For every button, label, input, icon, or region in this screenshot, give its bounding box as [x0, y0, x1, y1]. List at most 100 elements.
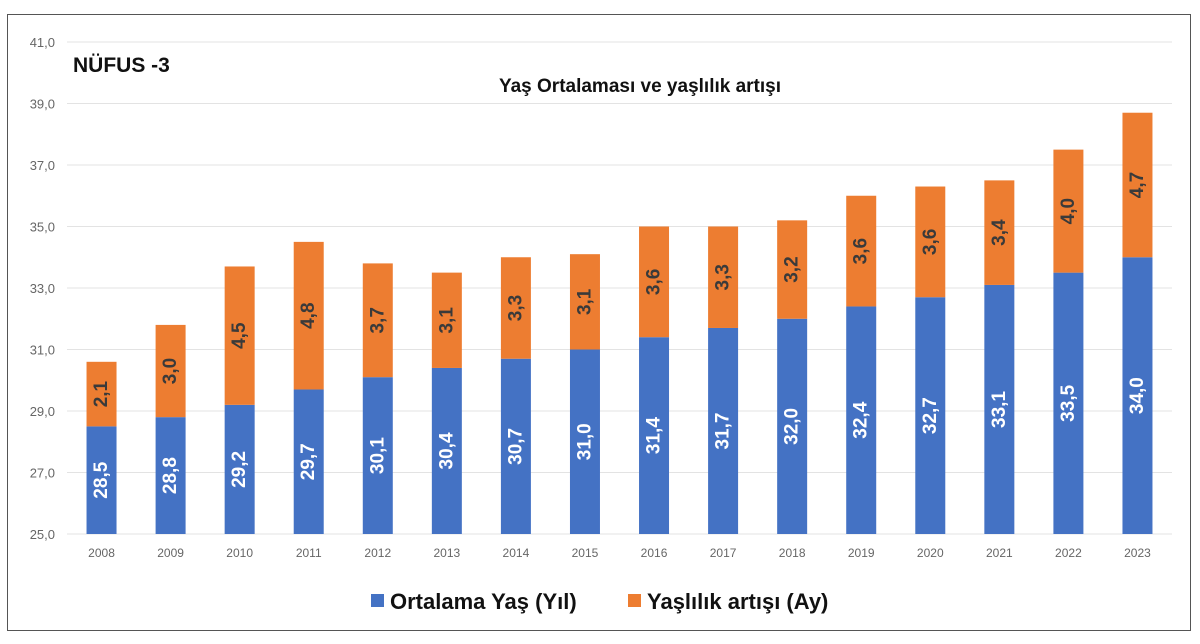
x-tick-label: 2010 [226, 546, 253, 560]
x-tick-label: 2016 [641, 546, 668, 560]
data-label: 3,0 [160, 358, 181, 384]
data-label: 31,0 [574, 423, 595, 460]
legend-swatch-ortalama [371, 594, 384, 607]
bar-yaslilik-artisi [155, 324, 186, 418]
data-label: 3,1 [436, 307, 457, 334]
bar-ortalama-yas [500, 358, 531, 534]
chart-title: Yaş Ortalaması ve yaşlılık artışı [499, 76, 781, 97]
chart-tag: NÜFUS -3 [73, 54, 170, 77]
data-label: 3,6 [644, 269, 665, 295]
y-tick-label: 33,0 [30, 281, 55, 296]
data-label: 32,7 [920, 397, 941, 434]
bar-ortalama-yas [362, 377, 393, 534]
x-tick-label: 2015 [572, 546, 599, 560]
data-label: 4,0 [1058, 198, 1079, 224]
y-axis: 25,0 27,0 29,0 31,0 33,0 35,0 37,0 39,0 41,0 [30, 35, 55, 542]
bar-ortalama-yas [984, 284, 1015, 534]
data-label: 28,8 [160, 457, 181, 494]
bar-yaslilik-artisi [431, 272, 462, 368]
bar-yaslilik-artisi [639, 226, 670, 338]
y-tick-label: 39,0 [30, 97, 55, 112]
x-tick-label: 2019 [848, 546, 875, 560]
bar-ortalama-yas [569, 349, 600, 534]
y-tick-label: 37,0 [30, 158, 55, 173]
bar-ortalama-yas [155, 417, 186, 534]
data-label: 28,5 [91, 461, 112, 498]
bar-ortalama-yas [86, 426, 117, 534]
data-label: 3,1 [574, 288, 595, 315]
x-tick-label: 2011 [296, 546, 322, 560]
x-tick-label: 2009 [157, 546, 184, 560]
x-tick-label: 2008 [88, 546, 115, 560]
bar-ortalama-yas [915, 297, 946, 534]
bar-yaslilik-artisi [846, 195, 877, 307]
data-label: 29,7 [298, 443, 319, 480]
bar-yaslilik-artisi [569, 254, 600, 350]
x-tick-label: 2021 [986, 546, 1013, 560]
bar-ortalama-yas [1053, 272, 1084, 534]
data-label: 3,6 [851, 238, 872, 264]
y-tick-label: 27,0 [30, 466, 55, 481]
bar-yaslilik-artisi [293, 241, 324, 390]
bar-ortalama-yas [846, 306, 877, 534]
bar-yaslilik-artisi [86, 361, 117, 427]
data-label: 32,4 [851, 401, 872, 438]
x-tick-label: 2023 [1124, 546, 1151, 560]
data-label: 3,7 [367, 307, 388, 333]
x-tick-label: 2022 [1055, 546, 1082, 560]
data-label: 4,7 [1127, 172, 1148, 198]
y-tick-label: 31,0 [30, 343, 55, 358]
legend-swatch-yaslilik [628, 594, 641, 607]
data-label: 3,2 [782, 256, 803, 282]
data-label: 4,5 [229, 322, 250, 349]
bar-ortalama-yas [293, 389, 324, 534]
data-label: 2,1 [91, 380, 112, 407]
bar-yaslilik-artisi [224, 266, 255, 405]
bar-ortalama-yas [777, 318, 808, 534]
bar-yaslilik-artisi [1122, 112, 1153, 258]
bar-ortalama-yas [431, 367, 462, 534]
data-label: 3,3 [713, 264, 734, 290]
y-tick-label: 41,0 [30, 35, 55, 50]
bars: 28,5 2,1 28,8 3,0 29,2 4,5 29,7 4,8 30,1 3,7 30,4 3… [86, 112, 1153, 534]
data-label: 31,4 [644, 417, 665, 454]
x-tick-label: 2014 [503, 546, 530, 560]
legend: Ortalama Yaş (Yıl) Yaşlılık artışı (Ay) [371, 589, 828, 614]
x-tick-label: 2012 [364, 546, 391, 560]
bar-yaslilik-artisi [1053, 149, 1084, 273]
bar-yaslilik-artisi [708, 226, 739, 328]
data-label: 31,7 [713, 412, 734, 449]
bar-yaslilik-artisi [362, 263, 393, 378]
data-label: 33,1 [989, 391, 1010, 428]
bar-yaslilik-artisi [500, 257, 531, 359]
data-label: 3,4 [989, 219, 1010, 246]
data-label: 34,0 [1127, 377, 1148, 414]
legend-label-yaslilik: Yaşlılık artışı (Ay) [647, 589, 828, 614]
chart-frame [7, 14, 1191, 631]
data-label: 32,0 [782, 408, 803, 445]
data-label: 3,3 [505, 295, 526, 321]
data-label: 30,1 [367, 437, 388, 474]
bar-yaslilik-artisi [984, 180, 1015, 285]
y-tick-label: 29,0 [30, 404, 55, 419]
bar-yaslilik-artisi [777, 220, 808, 319]
x-tick-label: 2017 [710, 546, 737, 560]
y-tick-label: 25,0 [30, 527, 55, 542]
y-tick-label: 35,0 [30, 220, 55, 235]
bar-ortalama-yas [708, 327, 739, 534]
bar-ortalama-yas [1122, 257, 1153, 534]
x-tick-label: 2020 [917, 546, 944, 560]
data-label: 4,8 [298, 302, 319, 328]
data-label: 30,7 [505, 428, 526, 465]
bar-ortalama-yas [224, 404, 255, 534]
data-label: 29,2 [229, 451, 250, 488]
legend-label-ortalama: Ortalama Yaş (Yıl) [390, 589, 577, 614]
data-label: 30,4 [436, 432, 457, 469]
x-axis: 2008 2009 2010 2011 2012 2013 2014 2015 2016 2017… [88, 546, 1151, 560]
x-tick-label: 2013 [433, 546, 460, 560]
bar-ortalama-yas [639, 337, 670, 534]
x-tick-label: 2018 [779, 546, 806, 560]
bar-yaslilik-artisi [915, 186, 946, 298]
data-label: 33,5 [1058, 384, 1079, 421]
